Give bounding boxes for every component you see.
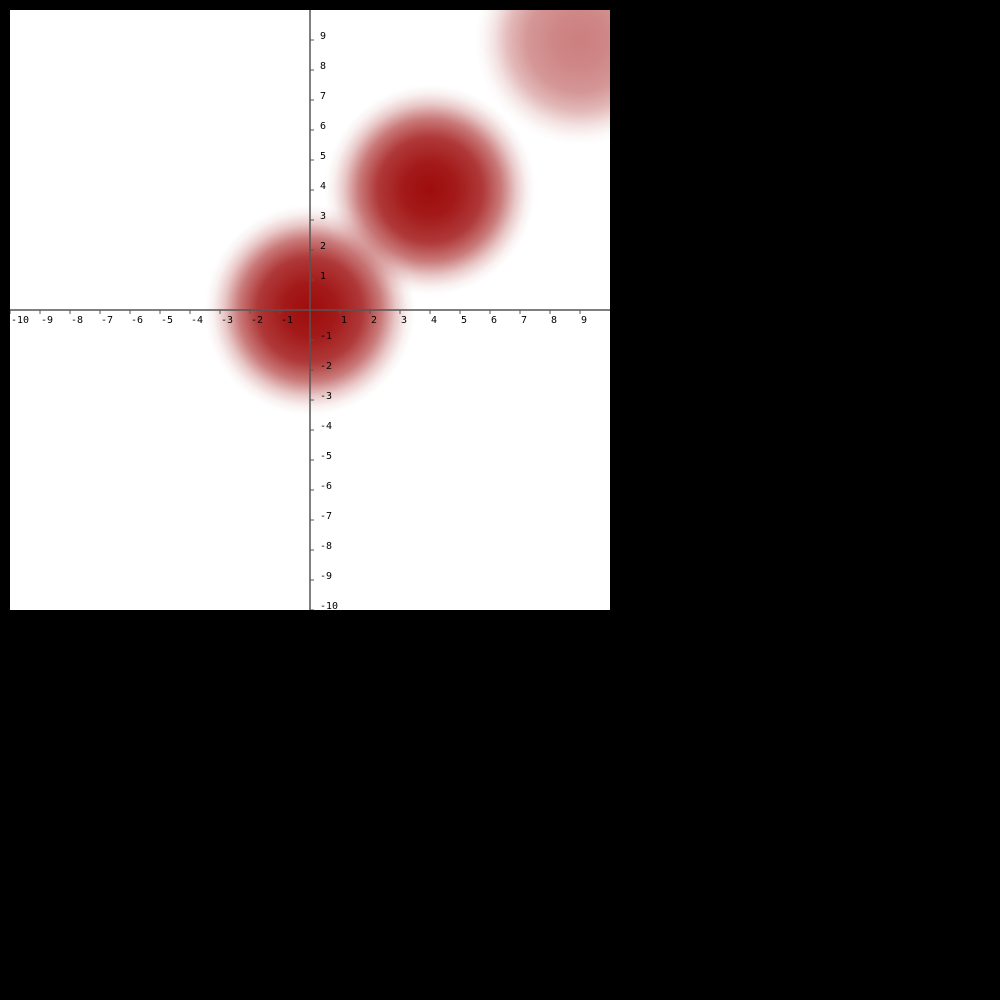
y-tick-label: 6 (320, 121, 326, 132)
x-tick-label: -3 (221, 315, 233, 326)
y-tick-label: -2 (320, 361, 332, 372)
y-tick-label: -7 (320, 511, 332, 522)
x-tick-label: 9 (581, 315, 587, 326)
x-tick-label: 5 (461, 315, 467, 326)
y-tick-label: 2 (320, 241, 326, 252)
tick-labels: -10 -9 -8 -7 -6 -5 -4 -3 -2 -1 1 2 3 4 5 6 7 8 9987654321-… (11, 31, 587, 610)
x-tick-label: -9 (41, 315, 53, 326)
heat-blob (475, 10, 610, 145)
x-tick-label: 6 (491, 315, 497, 326)
x-tick-label: 8 (551, 315, 557, 326)
x-tick-label: 4 (431, 315, 437, 326)
x-tick-label: -5 (161, 315, 173, 326)
y-tick-label: -3 (320, 391, 332, 402)
y-tick-label: -10 (320, 601, 338, 610)
y-tick-label: 7 (320, 91, 326, 102)
ticks (10, 39, 581, 610)
chart-svg: -10 -9 -8 -7 -6 -5 -4 -3 -2 -1 1 2 3 4 5 6 7 8 9987654321-… (10, 10, 610, 610)
y-tick-label: -1 (320, 331, 332, 342)
y-tick-label: -8 (320, 541, 332, 552)
x-tick-label: -7 (101, 315, 113, 326)
y-tick-label: 9 (320, 31, 326, 42)
x-tick-label: 7 (521, 315, 527, 326)
x-tick-label: -10 (11, 315, 29, 326)
y-tick-label: 4 (320, 181, 326, 192)
y-tick-label: 8 (320, 61, 326, 72)
y-tick-label: -4 (320, 421, 332, 432)
y-tick-label: 1 (320, 271, 326, 282)
y-tick-label: -9 (320, 571, 332, 582)
x-tick-label: -1 (281, 315, 293, 326)
x-tick-label: -6 (131, 315, 143, 326)
heatmap-chart: -10 -9 -8 -7 -6 -5 -4 -3 -2 -1 1 2 3 4 5 6 7 8 9 9 8 7 6 5 4 3 2 1-… (10, 10, 610, 610)
x-tick-label: 3 (401, 315, 407, 326)
x-tick-label: 1 (341, 315, 347, 326)
heat-blob (325, 85, 535, 295)
x-tick-label: -2 (251, 315, 263, 326)
y-tick-label: -5 (320, 451, 332, 462)
y-tick-label: -6 (320, 481, 332, 492)
x-tick-label: 2 (371, 315, 377, 326)
y-tick-label: 3 (320, 211, 326, 222)
x-tick-label: -4 (191, 315, 203, 326)
y-tick-label: 5 (320, 151, 326, 162)
axes (10, 10, 610, 610)
x-tick-label: -8 (71, 315, 83, 326)
